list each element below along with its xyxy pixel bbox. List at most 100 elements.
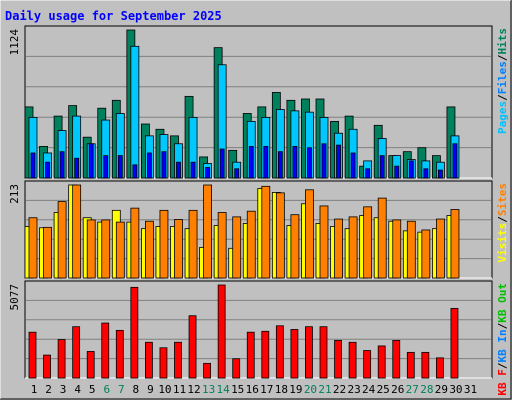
x-tick-label: 5: [89, 383, 96, 396]
legend-sites: Sites: [496, 183, 509, 216]
bar-sites-day-6: [101, 219, 111, 279]
bar-pages-day-1: [30, 152, 36, 179]
bar-sites-day-23: [348, 216, 358, 279]
bar-kbf-day-7: [115, 329, 124, 379]
bar-kbf-day-24: [363, 350, 372, 379]
bar-sites-day-27: [406, 220, 416, 279]
bar-kbf-day-23: [348, 341, 357, 379]
x-tick-label: 25: [377, 383, 390, 396]
bar-pages-day-28: [423, 168, 429, 179]
bar-pages-day-7: [117, 155, 123, 179]
bar-kbf-day-2: [43, 354, 51, 379]
legend-separator: /: [496, 362, 509, 369]
bar-kbf-day-25: [377, 345, 386, 379]
legend-kb-in: KB In: [496, 329, 509, 362]
bar-sites-day-7: [115, 221, 125, 279]
bar-kbf-day-18: [275, 325, 284, 379]
bar-sites-day-19: [290, 214, 300, 279]
side-legend-1: Pages/Files/Hits: [496, 28, 509, 134]
bar-kbf-day-15: [232, 358, 241, 379]
bar-kbf-day-1: [28, 331, 37, 379]
x-tick-label: 4: [74, 383, 81, 396]
x-tick-label: 27: [406, 383, 419, 396]
bar-kbf-day-27: [406, 351, 415, 379]
bar-pages-day-6: [103, 155, 109, 179]
x-tick-label: 30: [449, 383, 462, 396]
legend-separator: /: [496, 94, 509, 101]
x-tick-label: 11: [173, 383, 186, 396]
bar-sites-day-24: [363, 206, 373, 279]
bar-sites-day-12: [188, 209, 198, 279]
bar-sites-day-20: [305, 189, 314, 279]
bar-kbf-day-17: [261, 330, 270, 379]
side-legend-2: Visits/Sites: [496, 183, 509, 263]
bar-pages-day-3: [59, 151, 65, 179]
bar-files-day-8: [130, 45, 140, 179]
bar-pages-day-13: [205, 167, 211, 179]
x-tick-label: 14: [217, 383, 231, 396]
x-tick-label: 19: [289, 383, 302, 396]
legend-separator: /: [496, 216, 509, 223]
bar-pages-day-22: [336, 144, 341, 179]
bar-sites-day-17: [261, 185, 271, 279]
bar-pages-day-29: [437, 169, 443, 179]
bar-sites-day-13: [203, 184, 213, 279]
bar-kbf-day-22: [334, 340, 342, 379]
legend-separator: /: [496, 322, 509, 329]
x-tick-label: 10: [158, 383, 171, 396]
x-tick-label: 26: [391, 383, 404, 396]
bar-kbf-day-6: [101, 322, 110, 379]
bar-sites-day-10: [159, 209, 169, 279]
bar-pages-day-8: [132, 164, 138, 179]
bar-sites-day-18: [275, 192, 285, 279]
bar-pages-day-19: [292, 145, 298, 179]
bar-sites-day-2: [43, 226, 52, 279]
bar-sites-day-3: [57, 201, 67, 279]
bar-pages-day-20: [307, 147, 312, 179]
x-tick-label: 9: [147, 383, 154, 396]
bar-sites-day-11: [174, 219, 183, 279]
bar-kbf-day-21: [319, 326, 328, 379]
x-tick-label: 18: [275, 383, 288, 396]
bar-pages-day-18: [277, 151, 283, 179]
legend-files: Files: [496, 61, 509, 94]
bar-sites-day-9: [144, 220, 154, 279]
bar-sites-day-15: [232, 216, 242, 279]
x-tick-label: 1: [31, 383, 38, 396]
legend-kb-f: KB F: [496, 369, 509, 396]
x-tick-label: 21: [318, 383, 331, 396]
x-tick-label: 23: [347, 383, 360, 396]
bar-pages-day-16: [248, 145, 254, 179]
bar-kbf-day-8: [130, 286, 139, 379]
bar-pages-day-30: [452, 143, 458, 179]
bar-pages-day-9: [146, 152, 152, 179]
x-tick-label: 29: [435, 383, 448, 396]
x-tick-label: 12: [187, 383, 200, 396]
legend-separator: /: [496, 54, 509, 61]
ymax-label-3: 5077: [8, 284, 21, 311]
bar-kbf-day-20: [305, 326, 313, 379]
bar-kbf-day-29: [435, 357, 444, 379]
side-legend-3: KB F/KB In/KB Out: [496, 283, 509, 396]
bar-sites-day-30: [450, 209, 460, 279]
x-tick-label: 6: [103, 383, 110, 396]
x-tick-label: 7: [118, 383, 125, 396]
bar-pages-day-12: [190, 161, 196, 179]
bar-sites-day-16: [246, 210, 256, 279]
x-tick-label: 22: [333, 383, 346, 396]
ymax-label-1: 1124: [8, 29, 21, 56]
bar-sites-day-28: [421, 229, 431, 279]
bar-sites-day-1: [28, 217, 38, 279]
bar-kbf-day-26: [392, 340, 401, 379]
bar-pages-day-27: [408, 160, 414, 179]
bar-sites-day-14: [217, 212, 227, 279]
legend-visits: Visits: [496, 223, 509, 263]
bar-kbf-day-13: [203, 362, 212, 379]
bar-kbf-day-30: [450, 307, 459, 379]
bar-pages-day-11: [176, 161, 181, 179]
bar-pages-day-21: [321, 143, 327, 179]
bar-sites-day-5: [86, 219, 96, 279]
bar-pages-day-25: [379, 155, 385, 179]
bar-pages-day-10: [161, 151, 167, 179]
